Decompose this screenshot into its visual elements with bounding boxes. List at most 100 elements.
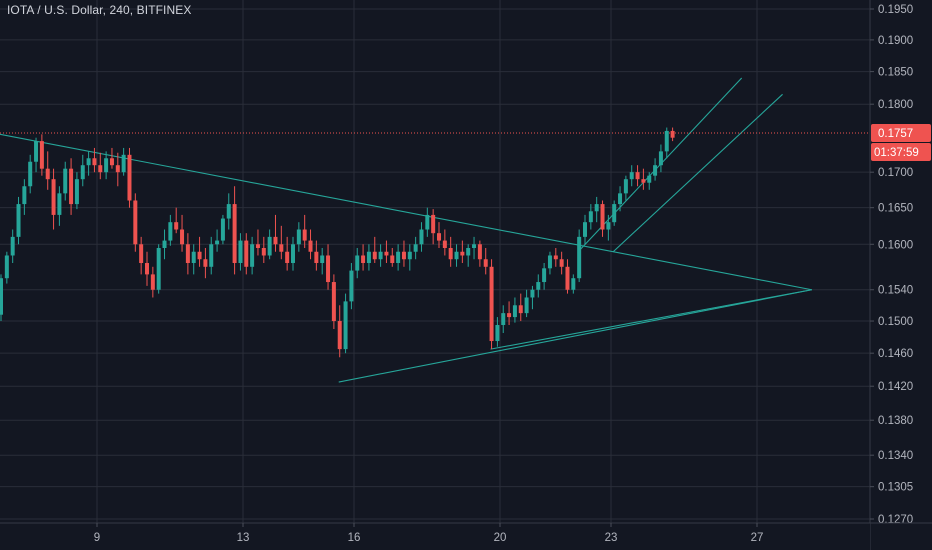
trendline [490,289,812,350]
trendline [0,133,812,291]
candle-body [34,141,39,162]
candle-body [600,204,605,230]
price-tick-label: 0.1850 [878,67,913,79]
candle-body [115,165,120,173]
candle-body [413,244,418,252]
price-tick-label: 0.1500 [878,316,913,328]
candle-body [658,151,663,166]
candle-body [547,255,552,269]
candle-body [185,244,190,264]
candle-body [536,282,541,290]
candle-body [197,251,202,260]
candle-body [588,211,593,223]
price-axis[interactable]: 0.1950 0.1900 0.1850 0.1800 0.1700 0.1650 0.16… [869,0,932,550]
candle-body [0,278,3,315]
candle-body [524,297,529,314]
candle-body [261,248,266,256]
chart-title: IOTA / U.S. Dollar, 240, BITFINEX [7,3,192,17]
price-tags: 0.1757 01:37:59 [871,123,931,161]
candle-body [22,186,27,205]
candle-body [355,255,360,271]
price-tick-label: 0.1540 [878,285,913,297]
candle-body [63,168,68,194]
candle-body [57,193,62,215]
candle-body [191,251,196,264]
candle-body [378,251,383,260]
candle-body [366,251,371,264]
countdown-tag [871,142,931,161]
price-tick-label: 0.1900 [878,35,913,47]
price-tick-label: 0.1600 [878,239,913,251]
candle-body [372,251,377,260]
candle-body [361,255,366,264]
candle-body [39,141,44,169]
candle-body [308,240,313,252]
price-tick-label: 0.1650 [878,203,913,215]
candle-body [267,236,272,256]
candle-body [16,204,21,237]
price-tick-label: 0.1700 [878,167,913,179]
candle-body [623,179,628,194]
candle-body [571,278,576,290]
candle-body [629,172,634,180]
candle-body [331,282,336,322]
candle-body [255,244,260,249]
candle-body [542,268,547,283]
candle-body [594,204,599,212]
candle-body [220,218,225,241]
trendline [612,93,783,253]
candle-body [279,244,284,252]
candle-body [302,229,307,241]
candle-body [472,244,477,249]
candle-body [69,168,74,205]
time-tick-label: 23 [605,532,618,544]
current-price-tag [871,123,931,142]
candle-body [635,172,640,180]
time-axis-bg [0,523,870,550]
candle-body [565,266,570,290]
candle-body [133,200,138,245]
candle-body [285,251,290,264]
candle-body [273,236,278,245]
price-tick-label: 0.1460 [878,348,913,360]
price-tick-label: 0.1305 [878,482,913,494]
candle-body [139,244,144,264]
time-axis[interactable]: 9 13 16 20 23 27 [0,522,932,550]
candle-body [466,248,471,256]
price-tick-label: 0.1380 [878,415,913,427]
candle-body [86,158,91,166]
candle-body [209,244,214,267]
candle-body [121,154,126,173]
price-tick-label: 0.1420 [878,381,913,393]
candle-body [180,229,185,245]
candle-body [612,204,617,223]
candle-body [477,244,482,260]
candle-body [296,229,301,245]
candle-body [483,259,488,267]
candle-body [174,222,179,230]
candle-body [4,255,9,279]
candle-body [407,251,412,260]
candle-body [343,301,348,350]
candle-body [244,240,249,267]
candle-body [460,251,465,256]
candle-body [437,233,441,241]
candle-body [641,179,646,183]
time-tick-label: 16 [348,532,361,544]
candles [0,127,675,358]
candle-body [495,325,500,342]
candle-body [507,313,512,318]
price-axis-bg [870,0,932,550]
candle-body [670,130,675,138]
candle-body [442,240,447,249]
candle-body [512,305,517,318]
candle-body [425,214,430,230]
candle-body [156,248,161,290]
price-tick-label: 0.1340 [878,450,913,462]
candle-body [530,289,535,298]
candle-body [250,244,255,267]
price-tick-label: 0.1270 [878,514,913,526]
candle-body [45,168,50,180]
